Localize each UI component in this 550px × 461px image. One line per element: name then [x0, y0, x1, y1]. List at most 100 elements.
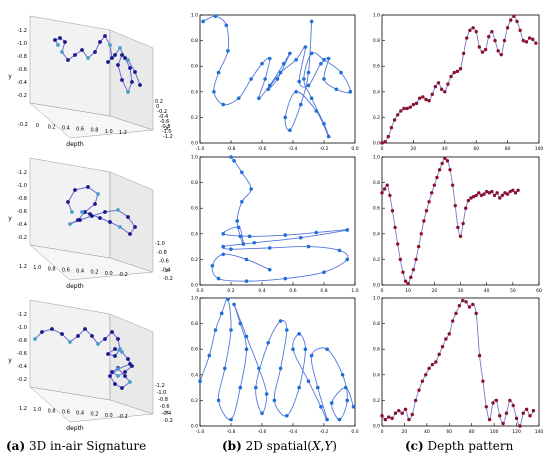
- data-point: [518, 28, 522, 33]
- x-tick-label: -0.8: [157, 250, 167, 256]
- data-point: [430, 362, 435, 367]
- signature-point: [63, 40, 67, 44]
- y-tick-label: -0.2: [17, 377, 27, 383]
- data-point: [400, 411, 404, 415]
- data-point: [210, 264, 215, 268]
- data-point: [402, 106, 406, 111]
- signature-point: [126, 357, 130, 361]
- depth-tick-label: 1.2: [19, 264, 27, 270]
- data-point: [244, 334, 249, 339]
- data-point: [238, 321, 243, 326]
- data-point: [479, 193, 484, 198]
- signature-point: [86, 56, 90, 60]
- signature-point: [126, 215, 130, 219]
- data-point: [411, 267, 416, 272]
- data-point: [232, 302, 236, 307]
- signature-point: [133, 225, 137, 229]
- depth-axis-label: depth: [66, 141, 84, 148]
- data-point: [337, 248, 342, 253]
- data-point: [433, 84, 438, 89]
- data-point: [436, 81, 441, 85]
- data-point: [401, 270, 405, 274]
- y-tick-label: 0.4: [191, 89, 198, 95]
- x-tick-label: 0.6: [289, 288, 296, 294]
- caption-c: (c) Depth pattern: [405, 439, 514, 453]
- data-point: [306, 83, 311, 88]
- data-point: [348, 90, 353, 94]
- signature-point: [116, 208, 120, 212]
- y-tick-label: -1.0: [17, 183, 27, 189]
- data-point: [487, 191, 491, 195]
- data-point: [223, 366, 227, 371]
- signature-point: [123, 56, 127, 60]
- series-line: [381, 299, 534, 427]
- data-point: [326, 56, 331, 61]
- data-point: [221, 102, 226, 107]
- data-point: [524, 40, 529, 44]
- signature-point: [123, 370, 127, 374]
- data-point: [410, 412, 414, 417]
- data-point: [455, 69, 460, 74]
- signature-point: [58, 36, 62, 40]
- y-tick-label: 1.0: [191, 155, 198, 161]
- depth-tick-label: 1.2: [119, 130, 127, 136]
- x-tick-label: 40: [442, 146, 448, 152]
- y-tick-label: -1.2: [17, 170, 27, 176]
- data-point: [390, 209, 395, 213]
- y-tick-label: -0.6: [17, 67, 27, 73]
- data-point: [294, 58, 298, 62]
- data-point: [514, 416, 519, 421]
- signature-point: [103, 210, 107, 214]
- data-point: [422, 219, 426, 223]
- signature-point: [86, 185, 90, 189]
- y-tick-label: 1.0: [373, 155, 380, 161]
- signature-point: [73, 53, 77, 57]
- data-point: [468, 28, 472, 33]
- data-point: [322, 58, 326, 62]
- signature-point: [78, 218, 82, 222]
- depth-tick-label: 0.2: [48, 124, 56, 130]
- signature-point: [118, 46, 122, 50]
- data-point: [508, 398, 512, 403]
- data-point: [417, 96, 422, 100]
- data-point: [309, 19, 314, 24]
- y-tick-label: 0.6: [191, 64, 198, 70]
- data-point: [416, 244, 421, 249]
- data-point: [531, 408, 536, 413]
- data-point: [257, 96, 261, 100]
- data-point: [482, 192, 486, 196]
- data-point: [247, 234, 252, 239]
- data-point: [427, 366, 431, 371]
- signature-point: [123, 374, 127, 378]
- data-point: [283, 276, 288, 281]
- x-tick-label: -1.2: [163, 134, 173, 140]
- data-point: [241, 242, 246, 246]
- signature-point: [50, 327, 54, 331]
- signature-point: [93, 202, 97, 206]
- data-point: [411, 102, 416, 107]
- depth-tick-label: 1.0: [33, 407, 41, 413]
- data-point: [531, 37, 535, 42]
- depth-axis-label: depth: [66, 283, 84, 290]
- data-point: [505, 192, 510, 196]
- data-point: [409, 275, 413, 280]
- data-point: [444, 337, 448, 341]
- data-point: [244, 257, 249, 262]
- x-tick-label: -1.0: [162, 129, 172, 135]
- signature-point: [93, 50, 97, 54]
- x-tick-label: 140: [535, 429, 544, 435]
- data-point: [498, 414, 502, 418]
- data-point: [446, 82, 450, 86]
- data-point: [322, 270, 326, 275]
- data-point: [212, 90, 216, 94]
- data-point: [393, 225, 397, 230]
- depth-tick-label: 0.0: [105, 271, 113, 277]
- data-point: [490, 29, 494, 34]
- spatial-row-3-plot: -1.0 -0.8 -0.6 -0.4 -0.2 0.0 0.0 0.2 0.4 0.6 0.8 1.…: [191, 296, 359, 436]
- y-tick-label: 0.4: [373, 89, 380, 95]
- signature-point: [68, 222, 72, 226]
- y-tick-label: 0.2: [373, 115, 380, 121]
- x-tick-label: 0: [381, 429, 384, 435]
- data-point: [477, 191, 481, 195]
- x-tick-label: -1.0: [155, 241, 165, 247]
